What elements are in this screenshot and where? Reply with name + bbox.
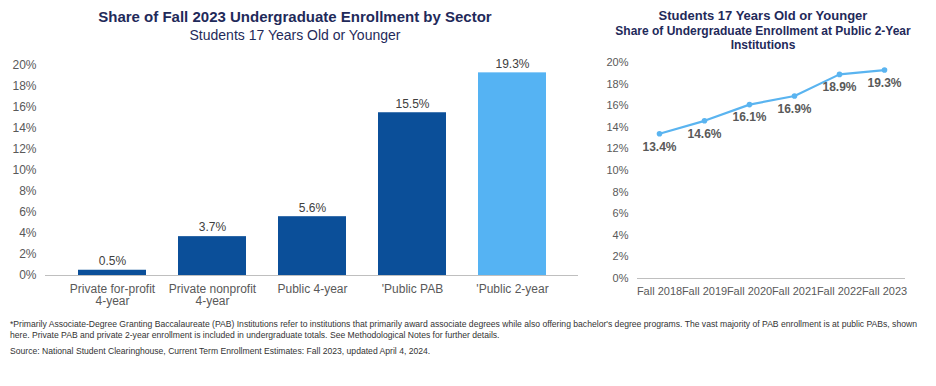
svg-text:10%: 10%: [12, 163, 36, 177]
svg-text:14%: 14%: [12, 121, 36, 135]
svg-text:14.6%: 14.6%: [687, 127, 721, 141]
svg-text:12%: 12%: [12, 142, 36, 156]
html-text:Students 17 Years Old or Young: Students 17 Years Old or Younger: [658, 8, 868, 23]
svg-text:3.7%: 3.7%: [198, 220, 226, 234]
svg-text:Fall 2021: Fall 2021: [772, 285, 817, 297]
svg-text:Fall 2022: Fall 2022: [817, 285, 862, 297]
svg-text:Fall 2020: Fall 2020: [727, 285, 772, 297]
svg-text:18%: 18%: [606, 78, 628, 90]
svg-text:18.9%: 18.9%: [822, 80, 856, 94]
svg-text:13.4%: 13.4%: [642, 140, 676, 154]
html-text:Source: National Student Clear: Source: National Student Clearinghouse, …: [10, 346, 431, 357]
svg-text:10%: 10%: [606, 164, 628, 176]
svg-text:16.1%: 16.1%: [732, 110, 766, 124]
svg-text:2%: 2%: [613, 250, 629, 262]
svg-text:Private nonprofit4-year: Private nonprofit4-year: [168, 282, 256, 308]
svg-text:16%: 16%: [606, 99, 628, 111]
svg-text:14%: 14%: [606, 121, 628, 133]
svg-text:'Public PAB: 'Public PAB: [381, 282, 442, 296]
svg-text:0%: 0%: [613, 272, 629, 284]
svg-text:16.9%: 16.9%: [777, 102, 811, 116]
svg-text:0.5%: 0.5%: [98, 254, 126, 268]
svg-text:8%: 8%: [19, 184, 37, 198]
svg-text:Private for-profit4-year: Private for-profit4-year: [69, 282, 155, 308]
svg-text:4%: 4%: [613, 229, 629, 241]
svg-text:Fall 2019: Fall 2019: [682, 285, 727, 297]
svg-text:6%: 6%: [613, 207, 629, 219]
svg-text:Fall 2023: Fall 2023: [862, 285, 907, 297]
svg-text:8%: 8%: [613, 186, 629, 198]
svg-text:12%: 12%: [606, 142, 628, 154]
svg-text:0%: 0%: [19, 268, 37, 282]
svg-text:20%: 20%: [606, 56, 628, 68]
html-text:Share of Undergraduate Enrollm: Share of Undergraduate Enrollment at Pub…: [615, 24, 911, 52]
svg-text:5.6%: 5.6%: [298, 201, 326, 215]
svg-text:15.5%: 15.5%: [395, 97, 429, 111]
svg-text:Public 4-year: Public 4-year: [277, 282, 347, 296]
svg-text:6%: 6%: [19, 205, 37, 219]
svg-text:2%: 2%: [19, 247, 37, 261]
svg-text:Fall 2018: Fall 2018: [637, 285, 682, 297]
svg-text:20%: 20%: [12, 58, 36, 72]
svg-text:'Public 2-year: 'Public 2-year: [476, 282, 548, 296]
html-text:Share of Fall 2023 Undergradua: Share of Fall 2023 Undergraduate Enrollm…: [98, 8, 492, 25]
svg-text:18%: 18%: [12, 79, 36, 93]
svg-text:19.3%: 19.3%: [867, 76, 901, 90]
svg-text:16%: 16%: [12, 100, 36, 114]
svg-text:4%: 4%: [19, 226, 37, 240]
html-text:*Primarily Associate-Degree Gr: *Primarily Associate-Degree Granting Bac…: [10, 319, 917, 340]
svg-text:19.3%: 19.3%: [495, 57, 529, 71]
html-text:Students 17 Years Old or Young: Students 17 Years Old or Younger: [189, 27, 401, 43]
